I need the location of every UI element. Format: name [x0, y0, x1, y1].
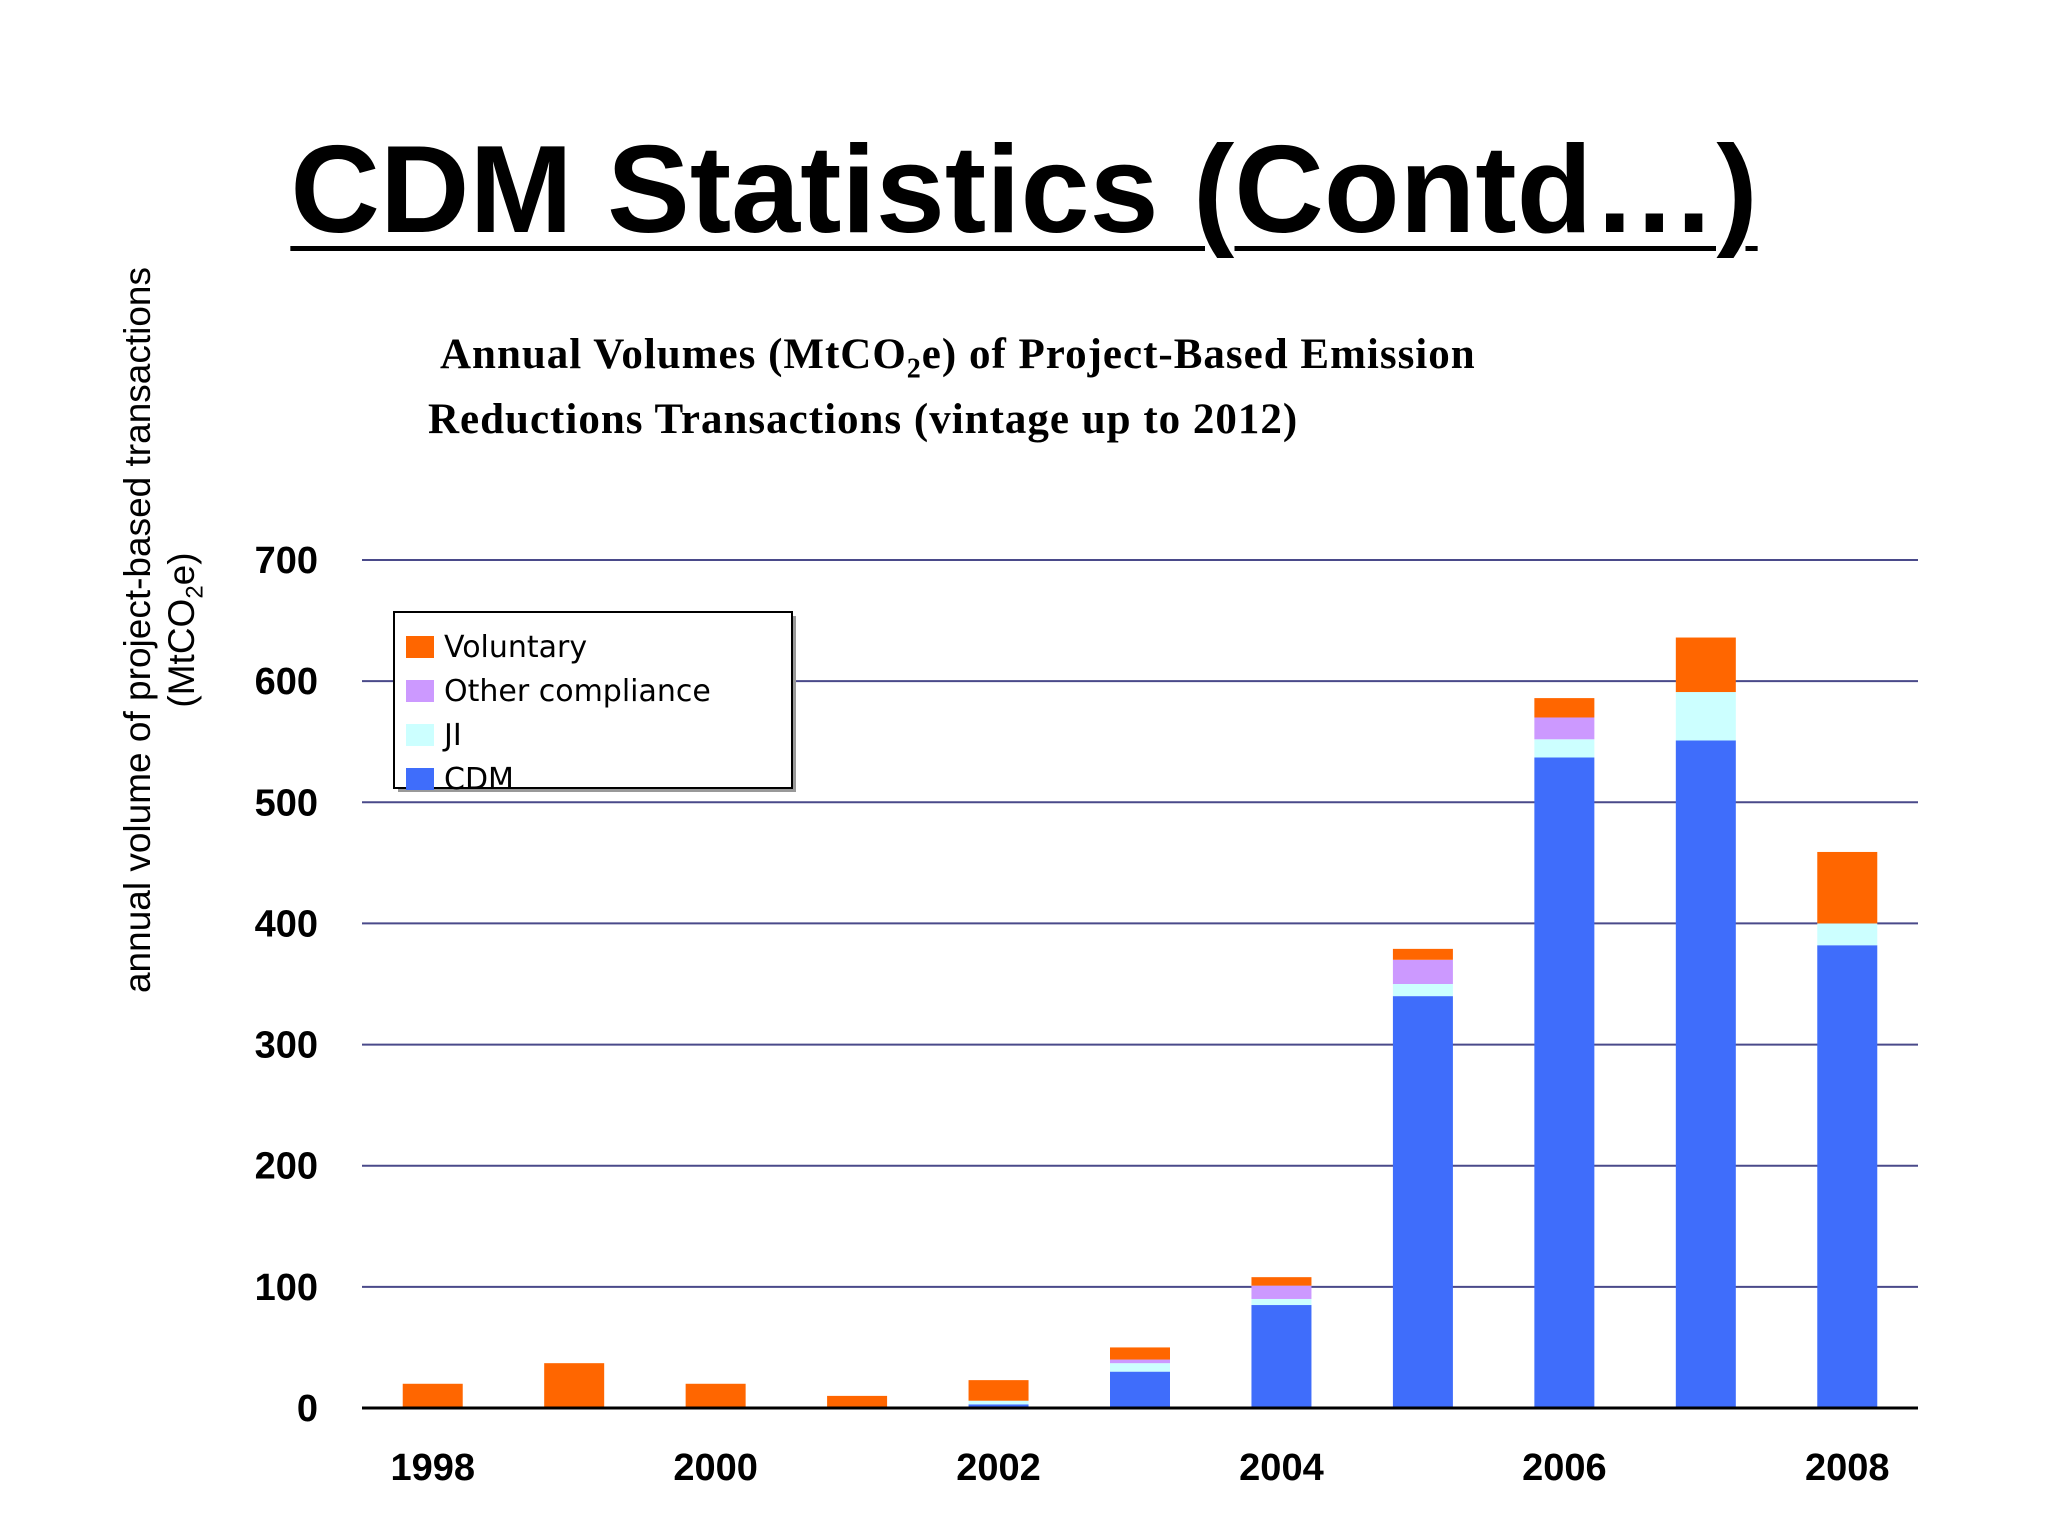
bar-ji-2006	[1534, 739, 1595, 758]
bar-voluntary-2007	[1675, 637, 1736, 693]
bar-voluntary-1999	[544, 1363, 605, 1408]
x-tick-label-1998: 1998	[390, 1447, 475, 1489]
y-tick-label-200: 200	[255, 1146, 318, 1188]
y-tick-label-300: 300	[255, 1025, 318, 1067]
bar-cdm-2008	[1817, 945, 1878, 1408]
x-tick-labels: 1998 2000 2002 2004 2006 2008	[390, 1447, 1889, 1489]
slide-title: CDM Statistics (Contd…)	[290, 121, 1758, 259]
legend-swatch-cdm	[406, 768, 434, 790]
legend-box	[393, 611, 793, 789]
legend-label-cdm: CDM	[444, 762, 514, 797]
grid-lines	[362, 559, 1918, 1288]
chart-title-subscript: 2	[906, 353, 922, 385]
bar-cdm-2003	[1110, 1371, 1170, 1408]
legend-label-other-compliance: Other compliance	[444, 674, 711, 709]
bar-other-compliance-2003	[1110, 1359, 1170, 1364]
bar-voluntary-2008	[1817, 851, 1878, 924]
bar-ji-2005	[1392, 984, 1453, 997]
bar-cdm-2005	[1392, 996, 1453, 1408]
bars	[402, 637, 1878, 1408]
x-tick-label-2008: 2008	[1805, 1447, 1890, 1489]
bar-voluntary-2006	[1534, 698, 1595, 718]
chart-title-line2: Reductions Transactions (vintage up to 2…	[428, 395, 1299, 443]
bar-cdm-2007	[1675, 740, 1736, 1408]
chart-title-part1: Annual Volumes (MtCO	[440, 331, 907, 378]
bar-voluntary-2000	[685, 1383, 746, 1408]
bar-other-compliance-2006	[1534, 717, 1595, 740]
legend-swatch-voluntary	[406, 636, 434, 658]
bar-other-compliance-2005	[1392, 959, 1453, 984]
bar-cdm-2006	[1534, 757, 1595, 1408]
bar-voluntary-2003	[1110, 1347, 1170, 1360]
x-tick-label-2002: 2002	[956, 1447, 1041, 1489]
y-tick-label-100: 100	[255, 1267, 318, 1309]
x-tick-label-2000: 2000	[673, 1447, 758, 1489]
y-tick-label-600: 600	[255, 661, 318, 703]
bar-cdm-2004	[1251, 1305, 1312, 1408]
y-tick-label-400: 400	[255, 903, 318, 945]
legend-swatch-ji	[406, 724, 434, 746]
bar-other-compliance-2004	[1251, 1285, 1312, 1299]
legend: Voluntary Other compliance JI CDM	[393, 611, 796, 797]
bar-ji-2007	[1675, 692, 1736, 741]
legend-swatch-other-compliance	[406, 680, 434, 702]
legend-label-ji: JI	[442, 718, 462, 753]
y-tick-label-500: 500	[255, 782, 318, 824]
bar-voluntary-2005	[1392, 948, 1453, 960]
bar-ji-2003	[1110, 1363, 1170, 1372]
legend-label-voluntary: Voluntary	[444, 630, 587, 665]
bar-ji-2008	[1817, 923, 1878, 946]
y-tick-labels: 0 100 200 300 400 500 600 700	[255, 540, 318, 1430]
bar-voluntary-1998	[402, 1383, 463, 1408]
bar-ji-2002	[968, 1400, 1029, 1405]
x-tick-label-2004: 2004	[1239, 1447, 1324, 1489]
bar-voluntary-2004	[1251, 1277, 1312, 1286]
y-tick-label-0: 0	[297, 1388, 318, 1430]
chart-title-part2: e) of Project-Based Emission	[921, 331, 1476, 378]
y-tick-label-700: 700	[255, 540, 318, 582]
bar-voluntary-2002	[968, 1380, 1029, 1401]
bar-voluntary-2001	[827, 1395, 888, 1408]
x-tick-label-2006: 2006	[1522, 1447, 1607, 1489]
chart-title: Annual Volumes (MtCO2e) of Project-Based…	[428, 330, 1840, 445]
bar-ji-2004	[1251, 1298, 1312, 1306]
bar-cdm-2002	[968, 1404, 1029, 1408]
